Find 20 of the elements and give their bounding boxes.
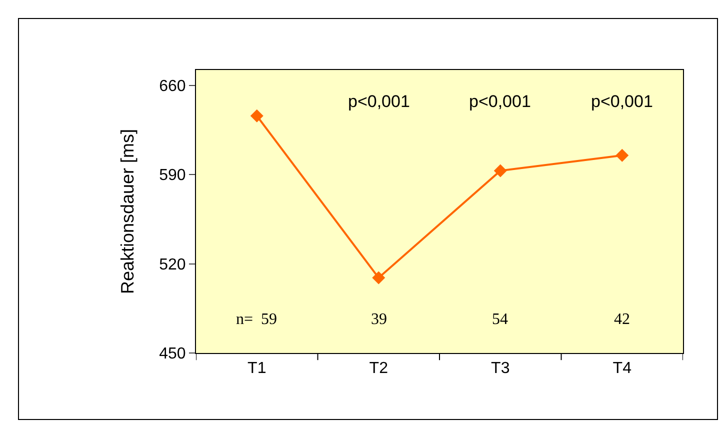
annotation: p<0,001: [348, 92, 410, 111]
y-tick-label: 660: [159, 78, 186, 95]
annotation: 42: [614, 311, 630, 328]
y-tick-label: 450: [159, 346, 186, 363]
point: [372, 271, 386, 284]
x-tick-label: T2: [369, 360, 388, 378]
x-tick-label: T4: [612, 360, 632, 378]
annotation: 54: [492, 311, 508, 328]
y-tick-label: 590: [159, 167, 186, 184]
annotation: n= 59: [236, 311, 278, 328]
annotation: p<0,001: [591, 92, 653, 111]
annotation: 39: [371, 311, 387, 328]
annotation: p<0,001: [469, 92, 531, 111]
y-axis-title: Reaktionsdauer [ms]: [117, 128, 138, 294]
point: [616, 148, 629, 162]
point: [250, 109, 264, 122]
x-tick-label: T3: [491, 360, 510, 378]
x-tick-label: T1: [248, 360, 266, 378]
point: [494, 164, 507, 178]
y-tick-label: 520: [159, 256, 186, 274]
